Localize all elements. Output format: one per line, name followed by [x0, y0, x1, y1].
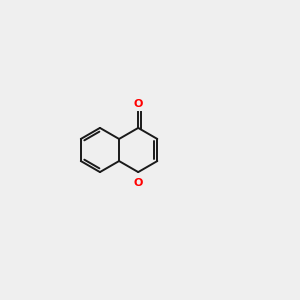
Text: O: O	[134, 178, 143, 188]
Text: O: O	[134, 99, 143, 109]
